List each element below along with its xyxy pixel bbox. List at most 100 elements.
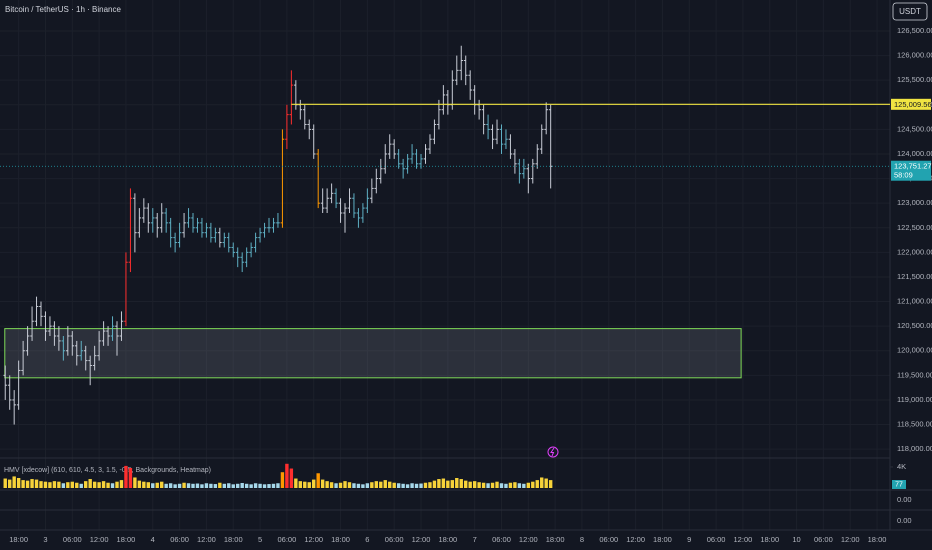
volume-bar (39, 481, 43, 488)
x-tick-label: 12:00 (304, 535, 323, 544)
currency-button[interactable] (892, 2, 928, 21)
volume-bar (92, 481, 97, 488)
volume-bar (231, 484, 235, 488)
y-tick-label: 125,500.00 (897, 75, 932, 84)
volume-bar (455, 478, 459, 488)
volume-bar (101, 481, 106, 488)
volume-bar (410, 483, 414, 488)
panel-value-label: 0.00 (897, 495, 912, 504)
volume-bar (329, 482, 334, 488)
volume-bar (535, 480, 539, 488)
indicator-label: HMV [xdecow] (610, 610, 4.5, 3, 1.5, -0.… (4, 467, 211, 474)
currency-label[interactable]: USDT (899, 7, 921, 16)
volume-bar (262, 484, 267, 488)
volume-bar (472, 481, 477, 488)
volume-bar (343, 481, 347, 488)
volume-bar (16, 478, 21, 488)
volume-bar (182, 482, 186, 488)
zone (4, 328, 742, 379)
volume-bar (374, 481, 379, 488)
chart-title: Bitcoin / TetherUS · 1h · Binance (5, 5, 121, 14)
y-tick-label: 119,000.00 (897, 395, 932, 404)
volume-bar (168, 483, 173, 488)
y-tick-label: 124,000.00 (897, 149, 932, 158)
x-tick-label: 12:00 (734, 535, 753, 544)
volume-bar (356, 483, 361, 488)
volume-bar (298, 481, 303, 488)
volume-bar (8, 479, 12, 488)
volume-bar (34, 479, 39, 488)
volume-bar (388, 481, 392, 488)
volume-bar (249, 484, 253, 488)
x-tick-label: 18:00 (9, 535, 28, 544)
volume-bar (428, 482, 432, 488)
volume-bar (209, 483, 213, 488)
volume-bar (423, 482, 428, 488)
volume-bar (401, 483, 405, 488)
alert-icon-bolt (550, 447, 555, 457)
volume-bar (222, 483, 227, 488)
volume-bar (419, 483, 423, 488)
volume-bar (12, 476, 16, 488)
y-tick-label: 118,000.00 (897, 444, 932, 453)
volume-bar (459, 479, 463, 488)
volume-bar (240, 483, 244, 488)
volume-bar (446, 480, 450, 488)
volume-bar (490, 482, 495, 488)
volume-bar (396, 483, 401, 488)
volume-bar (79, 483, 83, 488)
volume-bar (280, 472, 285, 488)
volume-bar (151, 483, 155, 488)
volume-bar (508, 482, 513, 488)
level-label: 125,009.56 (894, 100, 932, 109)
x-tick-label: 12:00 (412, 535, 431, 544)
volume-bar (477, 482, 481, 488)
volume-bar (526, 482, 531, 488)
x-tick-label: 18:00 (117, 535, 136, 544)
y-tick-label: 119,500.00 (897, 370, 932, 379)
volume-bar (352, 483, 356, 488)
volume-bar (110, 483, 115, 488)
y-tick-label: 124,500.00 (897, 124, 932, 133)
volume-bar (450, 480, 455, 488)
volume-tick-label: 4K (897, 462, 906, 471)
panel-value-label: 0.00 (897, 516, 912, 525)
y-tick-label: 121,500.00 (897, 272, 932, 281)
x-tick-label: 12:00 (841, 535, 860, 544)
x-tick-label: 06:00 (707, 535, 726, 544)
volume-bar (517, 483, 522, 488)
x-tick-label: 18:00 (868, 535, 887, 544)
volume-bar (173, 484, 177, 488)
x-tick-label: 10 (792, 535, 800, 544)
volume-bar (213, 484, 218, 488)
x-tick-label: 8 (580, 535, 584, 544)
volume-bar (66, 482, 70, 488)
volume-bar (133, 477, 137, 488)
x-tick-label: 7 (473, 535, 477, 544)
volume-bar (21, 480, 25, 488)
volume-bar (271, 483, 276, 488)
volume-bar (88, 479, 92, 488)
volume-bar (137, 480, 142, 488)
last-price-label: 123,751.27 (894, 162, 932, 171)
x-tick-label: 06:00 (63, 535, 82, 544)
y-tick-label: 122,500.00 (897, 223, 932, 232)
volume-bar (437, 479, 441, 488)
x-tick-label: 12:00 (90, 535, 109, 544)
x-tick-label: 3 (43, 535, 47, 544)
volume-bar (432, 480, 437, 488)
volume-bar (160, 481, 164, 488)
y-tick-label: 118,500.00 (897, 420, 932, 429)
x-tick-label: 9 (687, 535, 691, 544)
volume-bar (3, 478, 7, 488)
y-tick-label: 120,500.00 (897, 321, 932, 330)
volume-bar (276, 483, 280, 488)
volume-bar (142, 481, 146, 488)
volume-bar (392, 482, 396, 488)
x-tick-label: 18:00 (760, 535, 779, 544)
level-label-bg (891, 98, 931, 110)
volume-bar (236, 483, 240, 488)
volume-bar (307, 482, 311, 488)
alert-icon[interactable] (547, 446, 559, 458)
